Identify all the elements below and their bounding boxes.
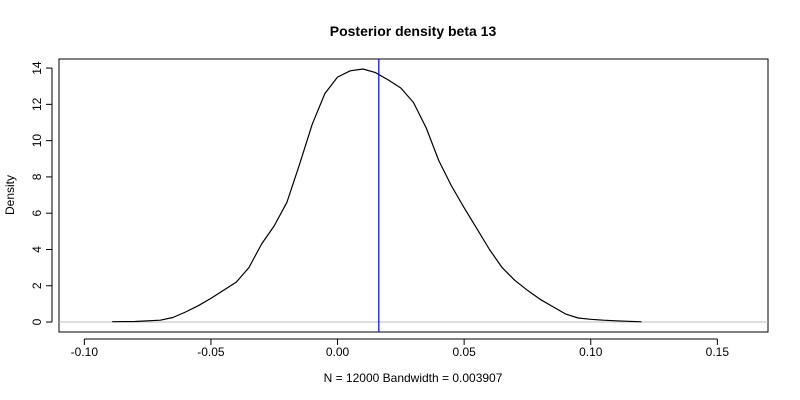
x-tick-label: 0.05 <box>452 345 476 359</box>
y-tick-label: 10 <box>30 134 44 148</box>
y-tick-label: 0 <box>30 318 44 325</box>
x-tick-label: -0.05 <box>197 345 225 359</box>
x-axis-label: N = 12000 Bandwidth = 0.003907 <box>324 371 503 385</box>
y-tick-label: 6 <box>30 210 44 217</box>
x-tick-label: 0.00 <box>326 345 350 359</box>
y-axis-label: Density <box>3 175 17 215</box>
density-curve <box>112 68 642 323</box>
chart-title: Posterior density beta 13 <box>330 23 497 39</box>
y-tick-label: 2 <box>30 282 44 289</box>
plot-frame <box>58 58 769 333</box>
x-tick-label: 0.10 <box>579 345 603 359</box>
plot-marks <box>59 59 768 332</box>
y-tick-label: 4 <box>30 246 44 253</box>
y-axis: 0 2 4 6 8 10 12 14 <box>30 61 53 325</box>
y-tick-label: 12 <box>30 97 44 111</box>
y-tick-label: 14 <box>30 61 44 75</box>
x-tick-label: -0.10 <box>71 345 99 359</box>
y-tick-label: 8 <box>30 173 44 180</box>
x-tick-label: 0.15 <box>706 345 730 359</box>
x-axis: -0.10 -0.05 0.00 0.05 0.10 0.15 <box>71 338 730 359</box>
